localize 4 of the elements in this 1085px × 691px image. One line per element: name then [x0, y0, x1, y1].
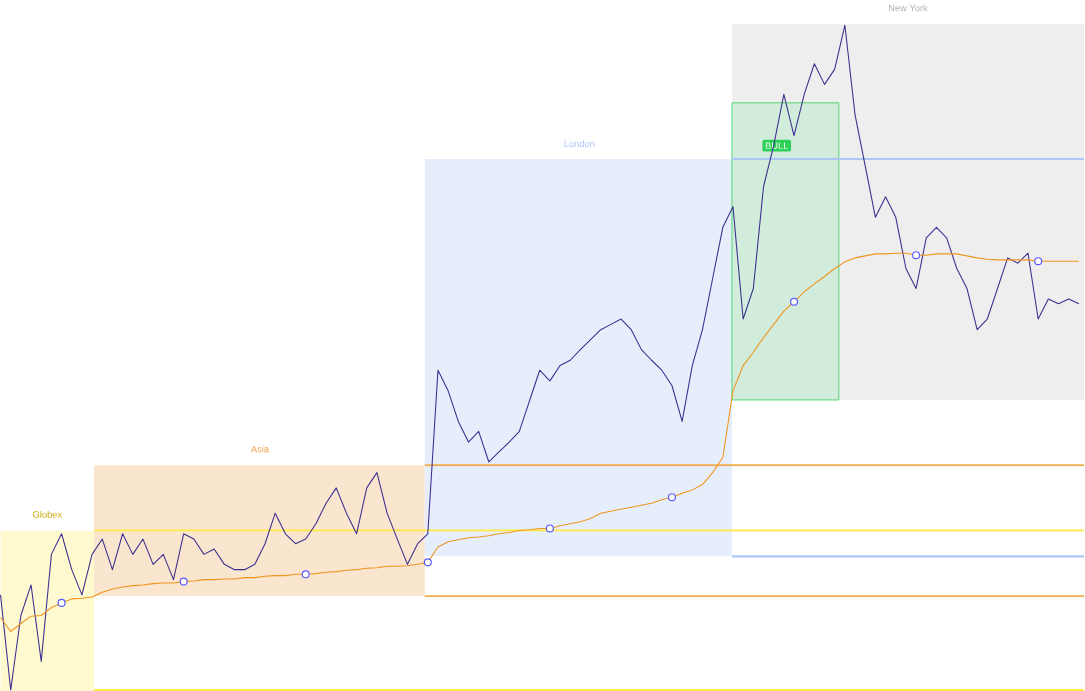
annotation: Asia — [250, 445, 269, 453]
annotation: London — [564, 140, 595, 148]
text: New York — [888, 4, 928, 12]
annotation: Globex — [33, 510, 62, 518]
